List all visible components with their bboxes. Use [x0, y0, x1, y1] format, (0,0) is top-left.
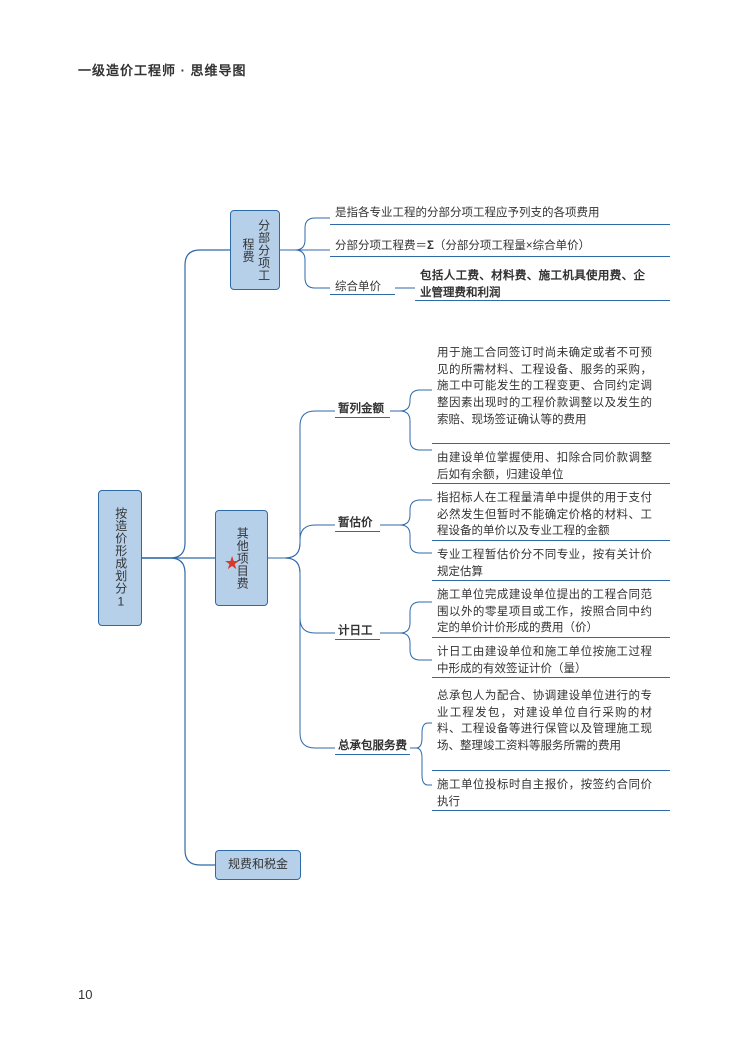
- branch3-label: 规费和税金: [228, 857, 288, 873]
- b2-sub2-label: 暂估价: [338, 514, 373, 530]
- underline: [330, 224, 670, 225]
- underline: [335, 754, 410, 755]
- underline: [432, 677, 670, 678]
- underline: [335, 417, 390, 418]
- underline: [432, 770, 670, 771]
- b2-sub4-leaf2: 施工单位投标时自主报价，按签约合同价执行: [437, 777, 652, 810]
- b1-leaf1: 是指各专业工程的分部分项工程应予列支的各项费用: [335, 205, 655, 222]
- underline: [432, 810, 670, 811]
- underline: [330, 256, 670, 257]
- underline: [415, 300, 670, 301]
- b1-l2a: 分部分项工程费＝: [335, 240, 427, 252]
- underline: [432, 637, 670, 638]
- underline: [432, 443, 670, 444]
- b2-sub1-leaf2: 由建设单位掌握使用、扣除合同价款调整后如有余额，归建设单位: [437, 450, 652, 483]
- branch1-node: 分部分项工程费: [230, 210, 280, 290]
- b1-leaf3-text: 包括人工费、材料费、施工机具使用费、企业管理费和利润: [420, 268, 645, 301]
- branch2-node: 其他项目费: [215, 510, 268, 606]
- b2-sub3-leaf2: 计日工由建设单位和施工单位按施工过程中形成的有效签证计价（量）: [437, 644, 652, 677]
- branch3-node: 规费和税金: [215, 850, 301, 880]
- b1-leaf2: 分部分项工程费＝Σ（分部分项工程量×综合单价）: [335, 238, 665, 255]
- b2-sub4-leaf1: 总承包人为配合、协调建设单位进行的专业工程发包，对建设单位自行采购的材料、工程设…: [437, 688, 652, 755]
- b1-l2c: （分部分项工程量×综合单价）: [434, 240, 590, 252]
- b2-sub1-leaf1: 用于施工合同签订时尚未确定或者不可预见的所需材料、工程设备、服务的采购，施工中可…: [437, 345, 652, 428]
- branch1-label: 分部分项工程费: [239, 215, 270, 285]
- underline: [432, 580, 670, 581]
- b1-leaf3-label: 综合单价: [335, 278, 381, 294]
- mindmap-canvas: 按造价形成划分1 分部分项工程费 是指各专业工程的分部分项工程应予列支的各项费用…: [0, 0, 743, 1052]
- root-label: 按造价形成划分1: [112, 507, 128, 609]
- b2-sub2-leaf1: 指招标人在工程量清单中提供的用于支付必然发生但暂时不能确定价格的材料、工程设备的…: [437, 490, 652, 540]
- underline: [335, 531, 380, 532]
- star-icon: ★: [224, 553, 240, 574]
- b2-sub2-leaf2: 专业工程暂估价分不同专业，按有关计价规定估算: [437, 547, 652, 580]
- underline: [330, 294, 395, 295]
- underline: [335, 639, 380, 640]
- b2-sub4-label: 总承包服务费: [338, 737, 407, 753]
- root-node: 按造价形成划分1: [98, 490, 142, 626]
- underline: [432, 483, 670, 484]
- b2-sub1-label: 暂列金额: [338, 400, 384, 416]
- b2-sub3-label: 计日工: [338, 622, 373, 638]
- b1-l2b: Σ: [427, 240, 434, 252]
- underline: [432, 540, 670, 541]
- b2-sub3-leaf1: 施工单位完成建设单位提出的工程合同范围以外的零星项目或工作，按照合同中约定的单价…: [437, 587, 652, 637]
